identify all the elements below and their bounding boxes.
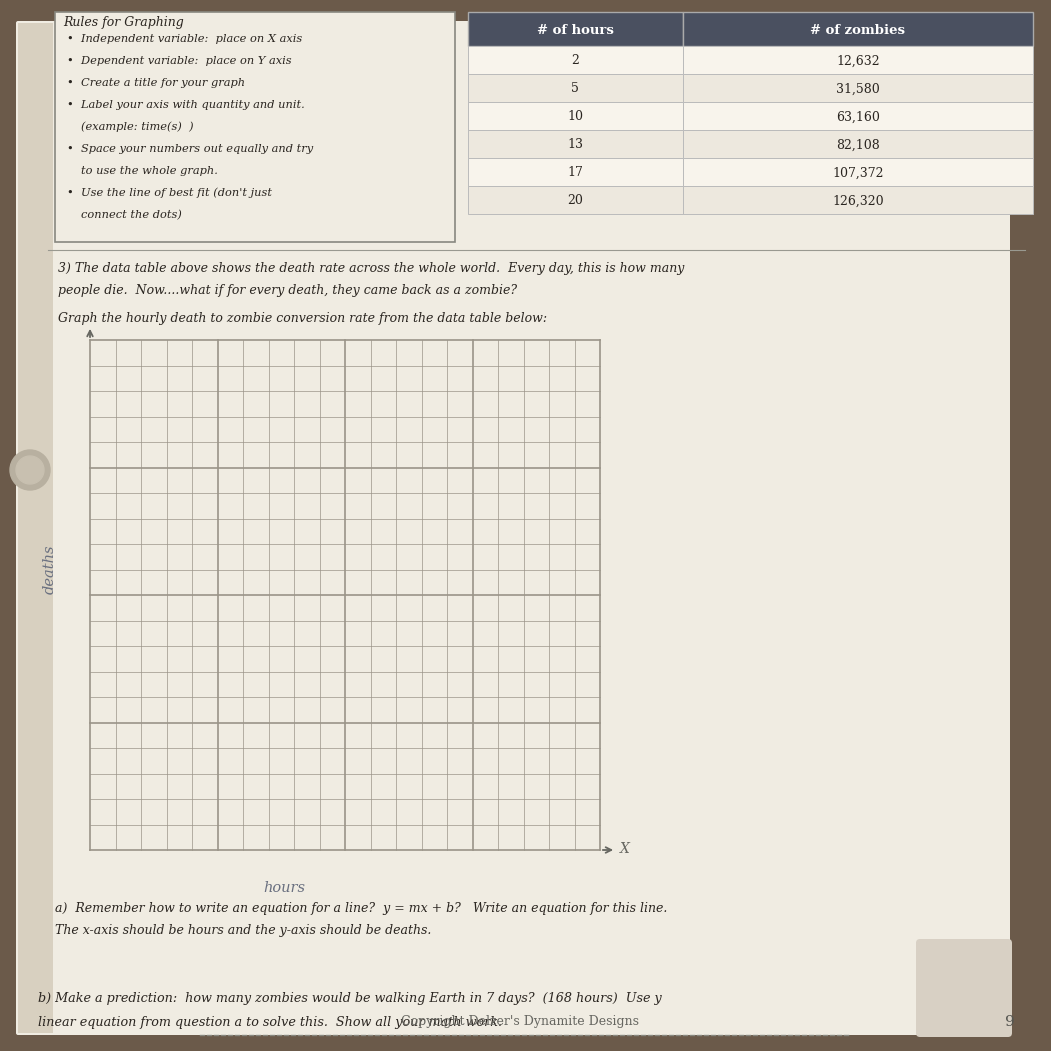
- Text: 126,320: 126,320: [832, 194, 884, 207]
- Text: 107,372: 107,372: [832, 166, 884, 180]
- Text: 17: 17: [568, 166, 583, 180]
- Text: •  Create a title for your graph: • Create a title for your graph: [67, 78, 245, 88]
- Bar: [468, 186, 683, 214]
- Bar: [468, 46, 683, 74]
- Text: connect the dots): connect the dots): [81, 210, 182, 220]
- Text: •  Independent variable:  place on X axis: • Independent variable: place on X axis: [67, 34, 303, 44]
- Bar: [683, 158, 1033, 186]
- Text: 12,632: 12,632: [836, 55, 880, 67]
- Text: •  Label your axis with quantity and unit.: • Label your axis with quantity and unit…: [67, 100, 305, 110]
- Text: •  Use the line of best fit (don't just: • Use the line of best fit (don't just: [67, 187, 272, 198]
- Text: 82,108: 82,108: [836, 139, 880, 151]
- Text: 9: 9: [1005, 1015, 1015, 1029]
- Text: 13: 13: [568, 139, 583, 151]
- Text: 31,580: 31,580: [836, 82, 880, 96]
- Bar: [468, 12, 683, 46]
- Text: 20: 20: [568, 194, 583, 207]
- Bar: [468, 130, 683, 158]
- Bar: [683, 12, 1033, 46]
- Bar: [468, 74, 683, 102]
- Bar: [18, 23, 53, 1033]
- Bar: [683, 130, 1033, 158]
- Circle shape: [11, 450, 50, 490]
- Bar: [683, 46, 1033, 74]
- Text: 10: 10: [568, 110, 583, 124]
- Circle shape: [16, 456, 44, 485]
- Text: 5: 5: [572, 82, 579, 96]
- Bar: [468, 158, 683, 186]
- Text: 63,160: 63,160: [836, 110, 880, 124]
- FancyBboxPatch shape: [916, 939, 1012, 1037]
- Text: •  Space your numbers out equally and try: • Space your numbers out equally and try: [67, 144, 313, 154]
- Text: hours: hours: [263, 881, 305, 895]
- Text: Copyright Delzer's Dynamite Designs: Copyright Delzer's Dynamite Designs: [401, 1015, 639, 1029]
- Bar: [468, 102, 683, 130]
- Text: (example: time(s)  ): (example: time(s) ): [81, 122, 193, 132]
- Text: Rules for Graphing: Rules for Graphing: [63, 16, 184, 29]
- Text: to use the whole graph.: to use the whole graph.: [81, 166, 218, 176]
- FancyBboxPatch shape: [16, 21, 1010, 1035]
- Text: a)  Remember how to write an equation for a line?  y = mx + b?   Write an equati: a) Remember how to write an equation for…: [55, 902, 667, 915]
- Text: deaths: deaths: [43, 544, 57, 594]
- Bar: [683, 74, 1033, 102]
- Text: # of hours: # of hours: [537, 23, 614, 37]
- Text: people die.  Now....what if for every death, they came back as a zombie?: people die. Now....what if for every dea…: [58, 284, 517, 297]
- Text: 3) The data table above shows the death rate across the whole world.  Every day,: 3) The data table above shows the death …: [58, 262, 684, 275]
- Text: # of zombies: # of zombies: [810, 23, 905, 37]
- Bar: [683, 102, 1033, 130]
- Text: b) Make a prediction:  how many zombies would be walking Earth in 7 days?  (168 : b) Make a prediction: how many zombies w…: [38, 992, 662, 1005]
- Text: linear equation from question a to solve this.  Show all your math work.: linear equation from question a to solve…: [38, 1016, 502, 1029]
- Text: The x-axis should be hours and the y-axis should be deaths.: The x-axis should be hours and the y-axi…: [55, 924, 431, 937]
- Text: X: X: [620, 842, 630, 856]
- FancyBboxPatch shape: [55, 12, 455, 242]
- Bar: [683, 186, 1033, 214]
- Text: •  Dependent variable:  place on Y axis: • Dependent variable: place on Y axis: [67, 56, 291, 66]
- Text: 2: 2: [572, 55, 579, 67]
- Text: Graph the hourly death to zombie conversion rate from the data table below:: Graph the hourly death to zombie convers…: [58, 312, 548, 325]
